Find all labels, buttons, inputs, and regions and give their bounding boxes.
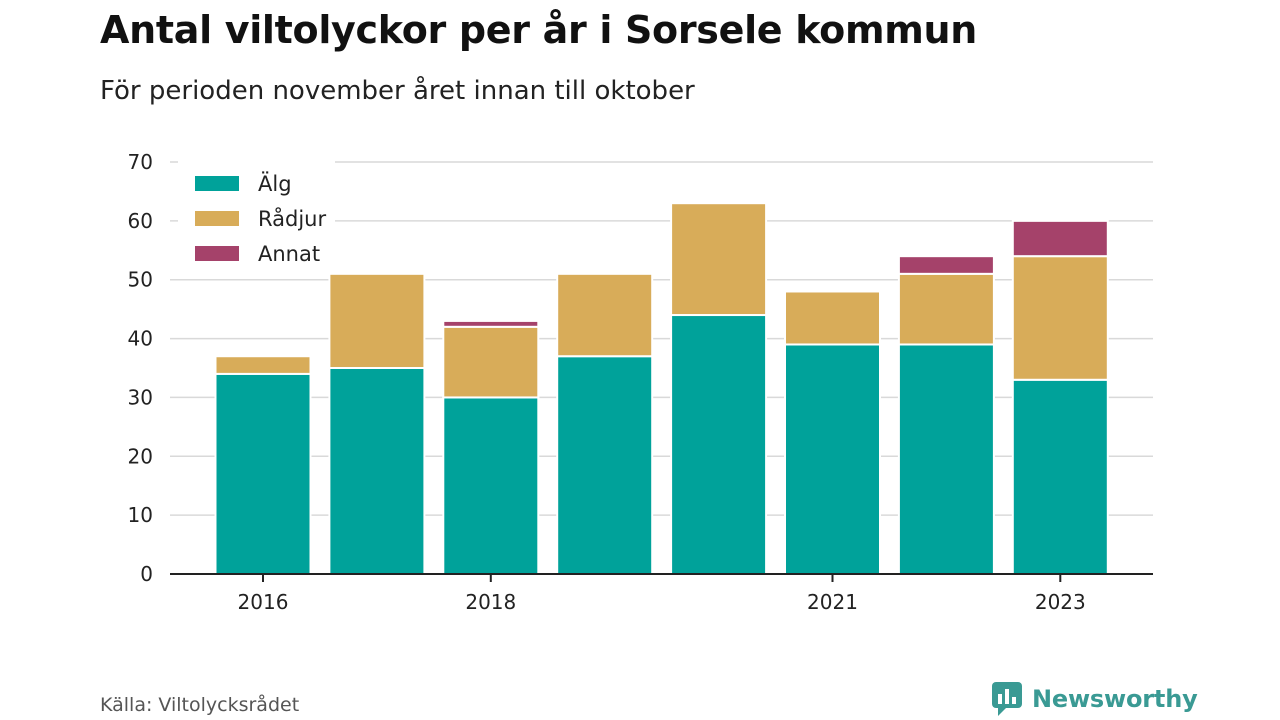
brand-name: Newsworthy: [1032, 685, 1198, 713]
y-tick-label: 40: [128, 327, 153, 351]
x-tick-label: 2021: [807, 590, 858, 614]
legend-swatch: [195, 246, 239, 261]
bar-segment: [1011, 378, 1109, 575]
y-tick-label: 60: [128, 209, 153, 233]
bar-segment: [442, 319, 540, 328]
x-tick-label: 2023: [1035, 590, 1086, 614]
y-tick-label: 70: [128, 150, 153, 174]
bar-segment: [897, 343, 995, 576]
y-tick-label: 50: [128, 268, 153, 292]
bar-segment: [670, 314, 768, 575]
bar-segment: [1011, 255, 1109, 381]
bar-segment: [328, 272, 426, 370]
source-note: Källa: Viltolycksrådet: [100, 694, 300, 716]
legend-label: Rådjur: [258, 206, 326, 231]
bar-segment: [556, 355, 654, 575]
bar-segment: [670, 202, 768, 317]
bar-segment: [784, 290, 881, 346]
bar-segment: [1011, 219, 1109, 258]
legend-label: Älg: [258, 171, 292, 196]
bar-segment: [784, 343, 881, 576]
chart-title: Antal viltolyckor per år i Sorsele kommu…: [100, 8, 978, 52]
bar-segment: [897, 255, 995, 275]
chart-subtitle: För perioden november året innan till ok…: [100, 76, 695, 106]
y-tick-label: 10: [128, 503, 153, 527]
legend-swatch: [195, 176, 239, 191]
y-tick-label: 0: [140, 562, 153, 586]
bar-segment: [214, 372, 312, 575]
newsworthy-logo-icon: [992, 682, 1022, 716]
x-tick-label: 2016: [238, 590, 289, 614]
legend-swatch: [195, 211, 239, 226]
bar-segment: [442, 325, 540, 399]
y-tick-label: 30: [128, 385, 153, 409]
brand-logo[interactable]: Newsworthy: [992, 682, 1198, 716]
bar-segment: [556, 272, 654, 358]
bar-segment: [214, 355, 312, 375]
x-tick-label: 2018: [465, 590, 516, 614]
bar-segment: [897, 272, 995, 346]
legend-label: Annat: [258, 242, 320, 266]
bar-segment: [328, 367, 426, 575]
bar-segment: [442, 396, 540, 575]
y-tick-label: 20: [128, 444, 153, 468]
